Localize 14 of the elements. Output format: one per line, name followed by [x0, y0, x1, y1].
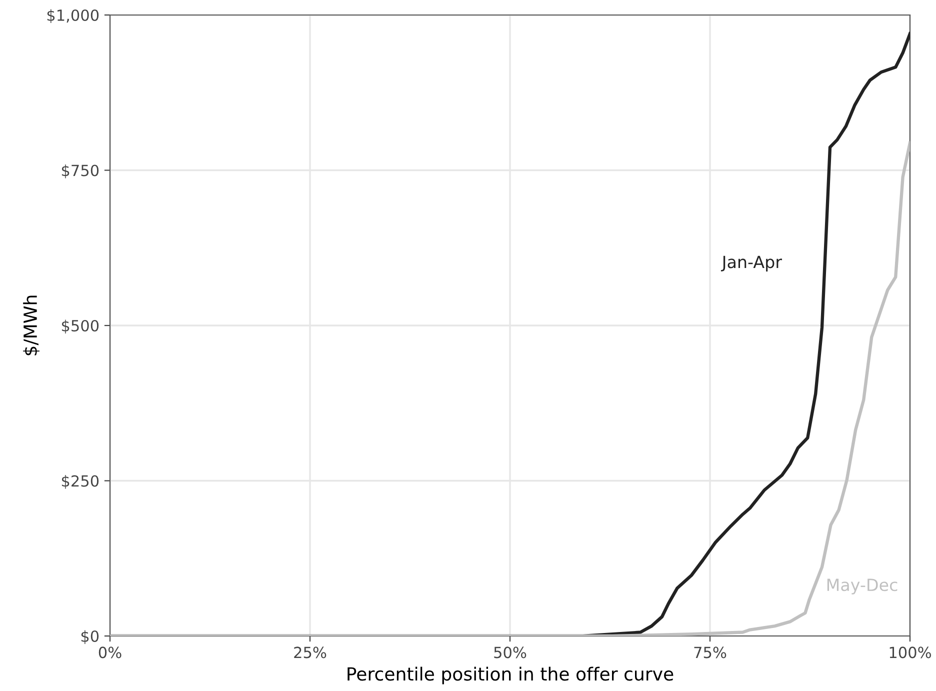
- x-tick-label: 75%: [694, 646, 726, 658]
- y-tick-label: $500: [62, 320, 99, 334]
- x-axis-title: Percentile position in the offer curve: [348, 666, 674, 684]
- y-tick-label: $750: [62, 164, 99, 178]
- y-tick-label: $1,000: [47, 9, 99, 24]
- x-tick-label: 0%: [98, 646, 122, 658]
- text: Jan-Apr: [720, 256, 782, 272]
- x-tick-label: 100%: [890, 646, 931, 658]
- y-tick-label: $0: [81, 630, 99, 644]
- series-label: May-Dec: [827, 578, 898, 594]
- y-axis-title: $/MWh: [23, 296, 40, 356]
- x-tick-label: 50%: [494, 646, 526, 658]
- x-tick-label: 25%: [294, 646, 326, 658]
- y-tick-label: $250: [62, 474, 99, 489]
